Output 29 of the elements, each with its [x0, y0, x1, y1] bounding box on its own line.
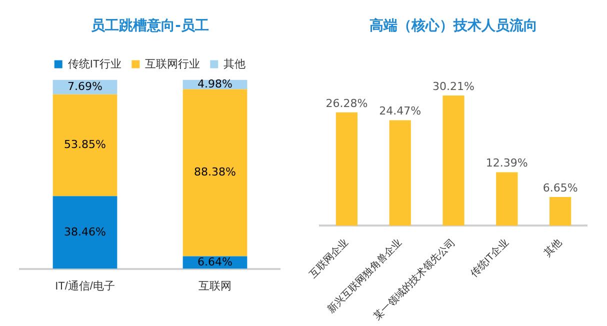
x-tick-label: 互联网 — [198, 280, 232, 292]
data-label: 4.98% — [198, 77, 232, 90]
x-tick-label: 其他 — [542, 236, 564, 260]
legend-label: 其他 — [224, 57, 246, 70]
data-label: 7.69% — [68, 80, 102, 93]
chart-title: 员工跳槽意向-员工 — [91, 17, 209, 34]
chart-title: 高端（核心）技术人员流向 — [370, 17, 538, 34]
bar — [52, 94, 118, 196]
bar — [549, 197, 572, 226]
bar — [336, 112, 358, 226]
legend-label: 传统IT行业 — [68, 57, 122, 70]
x-tick-label: 传统IT企业 — [468, 236, 511, 280]
bar — [389, 120, 411, 226]
data-label: 12.39% — [486, 156, 528, 170]
data-label: 24.47% — [379, 104, 422, 118]
data-label: 6.64% — [198, 255, 232, 268]
bar — [496, 172, 518, 226]
data-label: 6.65% — [542, 181, 578, 194]
bar — [52, 196, 118, 269]
bar — [182, 89, 248, 256]
data-label: 38.46% — [64, 225, 106, 238]
bar — [442, 95, 464, 226]
x-tick-label: IT/通信/电子 — [55, 279, 115, 292]
data-label: 88.38% — [194, 166, 236, 179]
data-label: 26.28% — [326, 96, 368, 110]
x-tick-label: 互联网企业 — [306, 236, 351, 280]
data-label: 53.85% — [64, 138, 106, 152]
data-label: 30.21% — [432, 80, 474, 93]
legend-label: 互联网行业 — [145, 57, 200, 70]
